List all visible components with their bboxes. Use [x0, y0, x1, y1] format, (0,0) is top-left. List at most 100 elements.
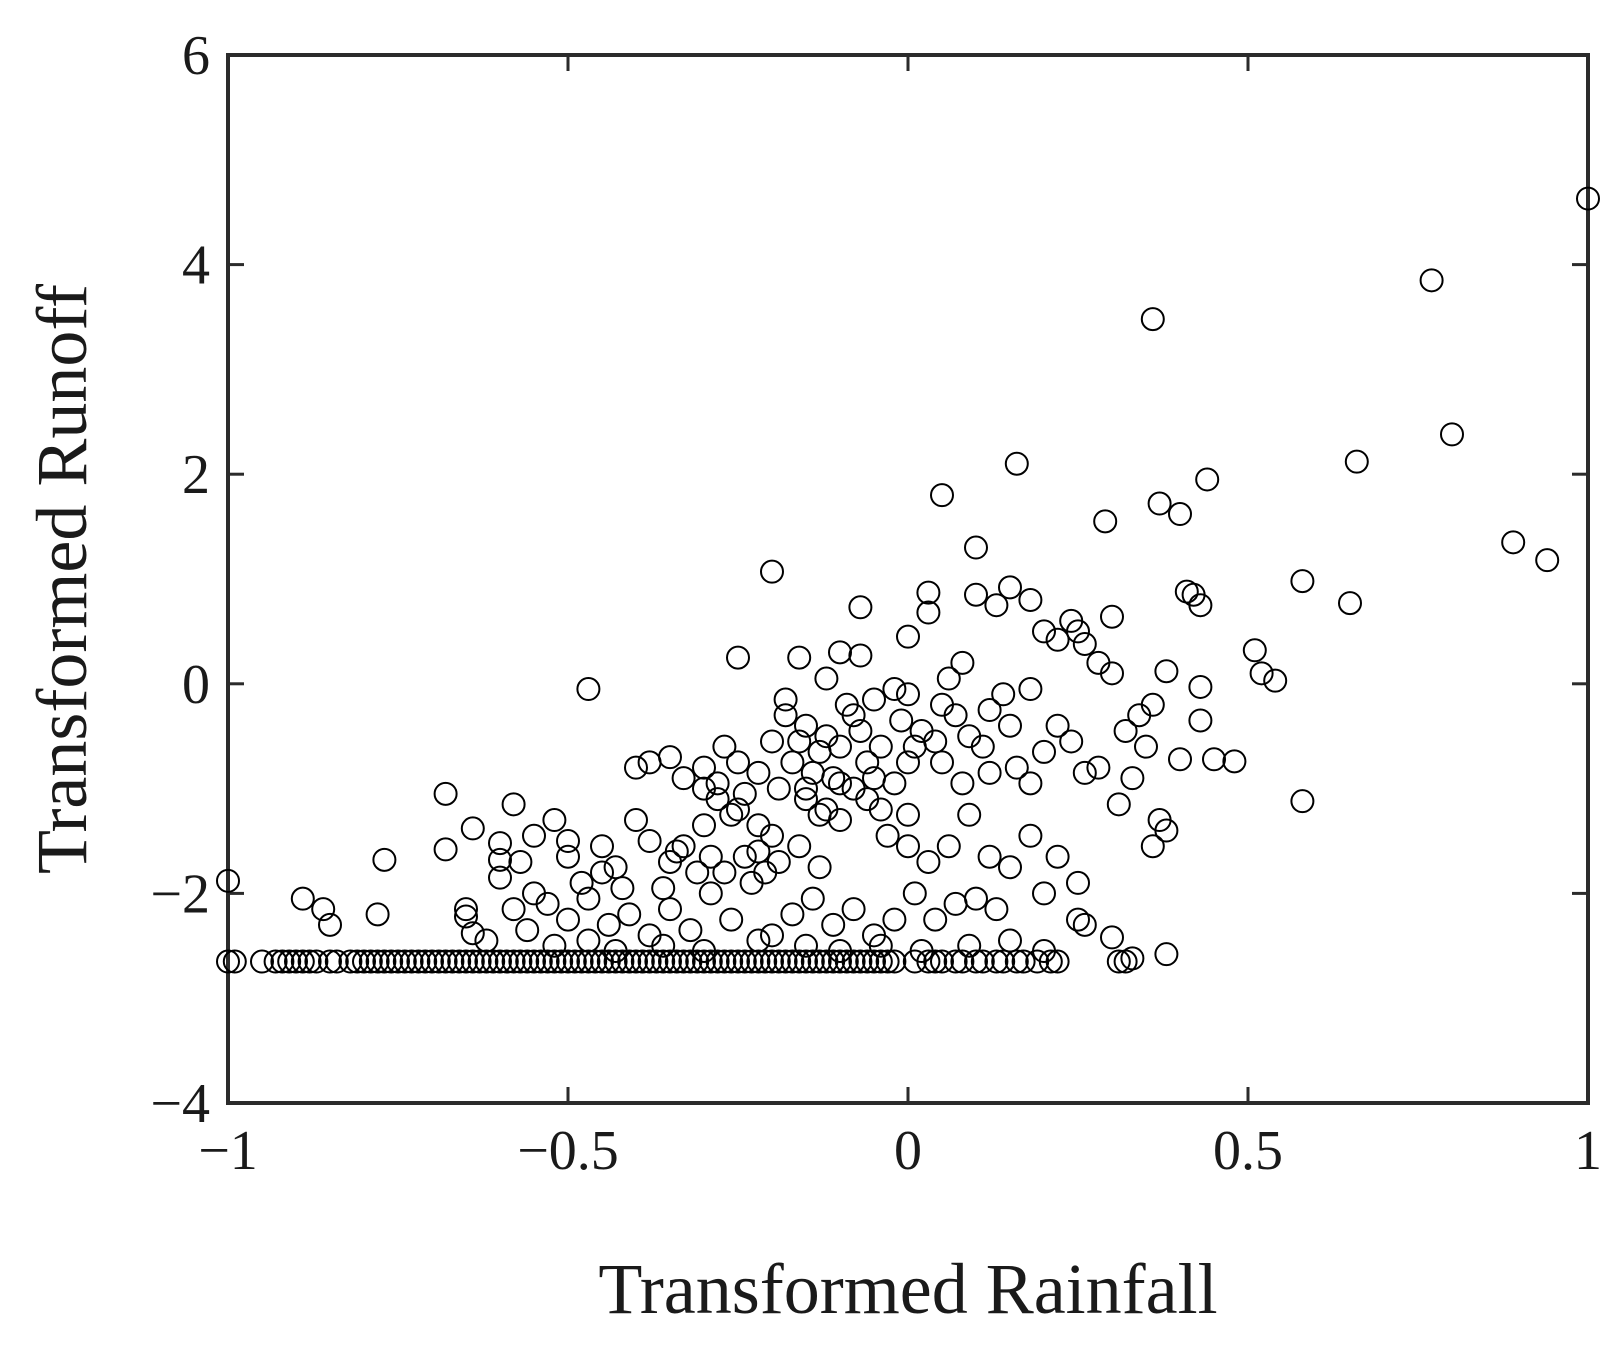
data-point — [1290, 789, 1315, 814]
data-point — [794, 713, 818, 738]
data-point — [1032, 739, 1056, 764]
data-point — [719, 949, 744, 974]
axis-ticks — [226, 53, 1590, 1105]
data-point — [760, 949, 784, 974]
data-point — [658, 897, 682, 922]
data-point — [1188, 593, 1213, 618]
data-point — [732, 949, 757, 974]
data-point — [304, 949, 329, 974]
data-point — [1535, 548, 1560, 573]
data-point — [998, 575, 1022, 600]
data-point — [726, 750, 750, 775]
data-point — [454, 949, 478, 974]
data-point — [1059, 729, 1084, 754]
data-point — [855, 750, 880, 775]
data-point — [1018, 771, 1043, 796]
data-point — [855, 787, 880, 812]
data-point — [991, 949, 1016, 974]
data-point — [1100, 604, 1124, 629]
data-point — [678, 949, 703, 974]
data-point — [1018, 677, 1043, 702]
data-point — [651, 933, 676, 958]
data-point — [1222, 749, 1247, 774]
data-point — [1086, 650, 1111, 675]
data-point — [528, 949, 553, 974]
data-point — [936, 834, 961, 859]
data-point — [889, 708, 914, 733]
data-point — [698, 949, 723, 974]
data-point — [970, 949, 995, 974]
plot-frame — [226, 53, 1590, 1105]
data-point — [828, 640, 852, 665]
data-point — [216, 868, 240, 893]
data-point — [474, 949, 499, 974]
data-point — [712, 734, 737, 759]
scatter-points — [216, 186, 1600, 974]
data-point — [862, 687, 886, 712]
data-point — [705, 949, 730, 974]
data-point — [549, 949, 574, 974]
data-point — [882, 949, 907, 974]
data-point — [753, 860, 778, 885]
data-point — [964, 949, 988, 974]
data-point — [794, 949, 818, 974]
data-point — [780, 949, 805, 974]
x-tick-label: 0.5 — [1213, 1120, 1283, 1182]
data-point — [807, 802, 832, 827]
data-point — [977, 760, 1002, 785]
data-point — [984, 949, 1009, 974]
data-point — [794, 933, 818, 958]
data-point — [916, 949, 941, 974]
data-point — [467, 949, 492, 974]
data-point — [1045, 844, 1070, 869]
data-point — [556, 829, 580, 853]
data-point — [712, 860, 737, 885]
data-point — [923, 729, 948, 754]
data-point — [1202, 747, 1226, 772]
data-point — [712, 949, 737, 974]
data-point — [875, 823, 900, 848]
data-point — [760, 559, 784, 584]
data-point — [1195, 467, 1220, 492]
data-point — [562, 949, 587, 974]
data-point — [896, 682, 920, 707]
data-point — [542, 949, 567, 974]
data-point — [610, 949, 635, 974]
data-point — [522, 823, 546, 848]
data-point — [800, 886, 825, 911]
data-point — [814, 949, 839, 974]
data-point — [746, 949, 771, 974]
y-axis-title: Transformed Runoff — [22, 284, 102, 874]
data-point — [780, 750, 805, 775]
data-point — [1018, 823, 1043, 848]
data-point — [1188, 708, 1213, 733]
x-tick-labels: −1 −0.5 0 0.5 1 — [198, 1120, 1602, 1182]
data-point — [1113, 949, 1138, 974]
data-point — [440, 949, 465, 974]
data-point — [930, 692, 954, 717]
data-point — [678, 918, 703, 943]
data-point — [420, 949, 444, 974]
data-point — [651, 876, 676, 901]
data-point — [760, 923, 784, 948]
data-point — [1147, 808, 1172, 833]
data-point — [807, 949, 832, 974]
data-point — [277, 949, 302, 974]
data-point — [617, 902, 642, 927]
data-point — [841, 776, 866, 801]
data-point — [624, 808, 648, 833]
data-point — [1004, 949, 1029, 974]
data-point — [1045, 949, 1070, 974]
data-point — [617, 949, 642, 974]
data-point — [1045, 627, 1070, 652]
data-point — [957, 802, 982, 827]
y-tick-label: 6 — [182, 25, 210, 87]
data-point — [828, 771, 852, 796]
data-point — [787, 645, 812, 670]
data-point — [841, 897, 866, 922]
x-tick-label: −0.5 — [517, 1120, 619, 1182]
data-point — [590, 834, 614, 859]
data-point — [1576, 186, 1600, 211]
data-point — [1168, 747, 1192, 772]
data-point — [556, 907, 580, 932]
